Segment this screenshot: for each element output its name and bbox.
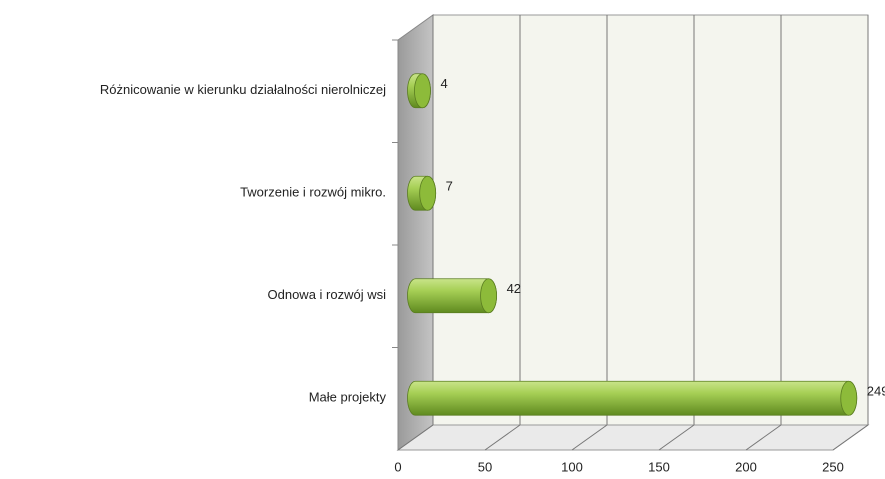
floor bbox=[396, 424, 870, 451]
bar-part bbox=[840, 380, 858, 416]
plot-frame bbox=[396, 14, 870, 451]
x-tick-label: 250 bbox=[822, 459, 844, 474]
x-tick-label: 0 bbox=[394, 459, 401, 474]
y-tick-label: Odnowa i rozwój wsi bbox=[268, 287, 387, 302]
floor-line bbox=[484, 424, 521, 451]
y-tick-label: Małe projekty bbox=[309, 390, 387, 405]
floor-line bbox=[745, 424, 782, 451]
x-tick-label: 50 bbox=[478, 459, 492, 474]
floor-line bbox=[658, 424, 695, 451]
floor-line bbox=[832, 424, 869, 451]
back-wall bbox=[432, 14, 869, 426]
bar-part bbox=[419, 175, 437, 211]
floor-line bbox=[397, 424, 434, 451]
bar bbox=[407, 73, 431, 109]
floor-line bbox=[571, 424, 608, 451]
y-tick-label: Różnicowanie w kierunku działalności nie… bbox=[100, 82, 386, 97]
bar bbox=[407, 175, 437, 211]
bar bbox=[407, 278, 497, 314]
x-tick-label: 200 bbox=[735, 459, 757, 474]
value-label: 249 bbox=[867, 384, 885, 399]
value-label: 7 bbox=[446, 179, 453, 194]
value-label: 4 bbox=[440, 76, 447, 91]
value-label: 42 bbox=[507, 281, 521, 296]
bar-part bbox=[480, 278, 497, 314]
bar bbox=[407, 380, 858, 416]
x-tick-label: 100 bbox=[561, 459, 583, 474]
x-tick-label: 150 bbox=[648, 459, 670, 474]
bar-part bbox=[414, 73, 431, 109]
y-tick-label: Tworzenie i rozwój mikro. bbox=[240, 185, 386, 200]
bar-part bbox=[407, 380, 858, 416]
